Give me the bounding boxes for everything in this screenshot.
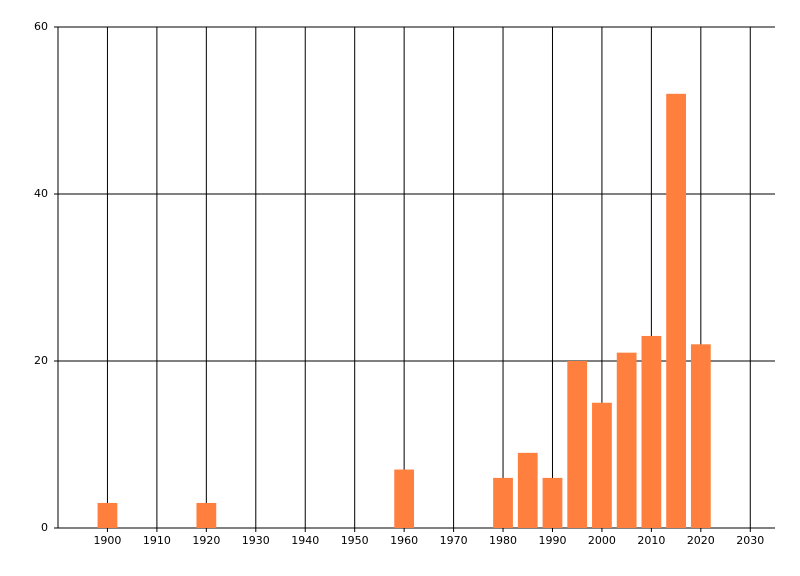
x-tick-label: 1990 (538, 534, 566, 547)
x-tick-label: 1980 (489, 534, 517, 547)
bar (592, 402, 612, 528)
x-tick-label: 1960 (390, 534, 418, 547)
bar (517, 452, 538, 528)
x-tick-label: 1920 (192, 534, 220, 547)
bar (641, 335, 662, 528)
y-tick-label: 20 (34, 354, 48, 367)
x-tick-label: 1950 (341, 534, 369, 547)
x-tick-label: 2010 (637, 534, 665, 547)
bar (542, 477, 563, 528)
y-tick-label: 60 (34, 20, 48, 33)
x-tick-label: 1940 (291, 534, 319, 547)
bar (97, 502, 118, 528)
x-tick-label: 1970 (440, 534, 468, 547)
x-tick-label: 2030 (736, 534, 764, 547)
bar (196, 502, 217, 528)
x-tick-label: 1900 (93, 534, 121, 547)
y-tick-label: 40 (34, 187, 48, 200)
x-tick-label: 2000 (588, 534, 616, 547)
bar (394, 469, 415, 528)
bar (666, 93, 686, 529)
x-tick-label: 1930 (242, 534, 270, 547)
bar (567, 361, 588, 528)
x-tick-label: 2020 (687, 534, 715, 547)
bar (493, 477, 513, 528)
bar (616, 352, 637, 528)
x-tick-label: 1910 (143, 534, 171, 547)
bar (690, 344, 711, 528)
y-tick-label: 0 (41, 521, 48, 534)
